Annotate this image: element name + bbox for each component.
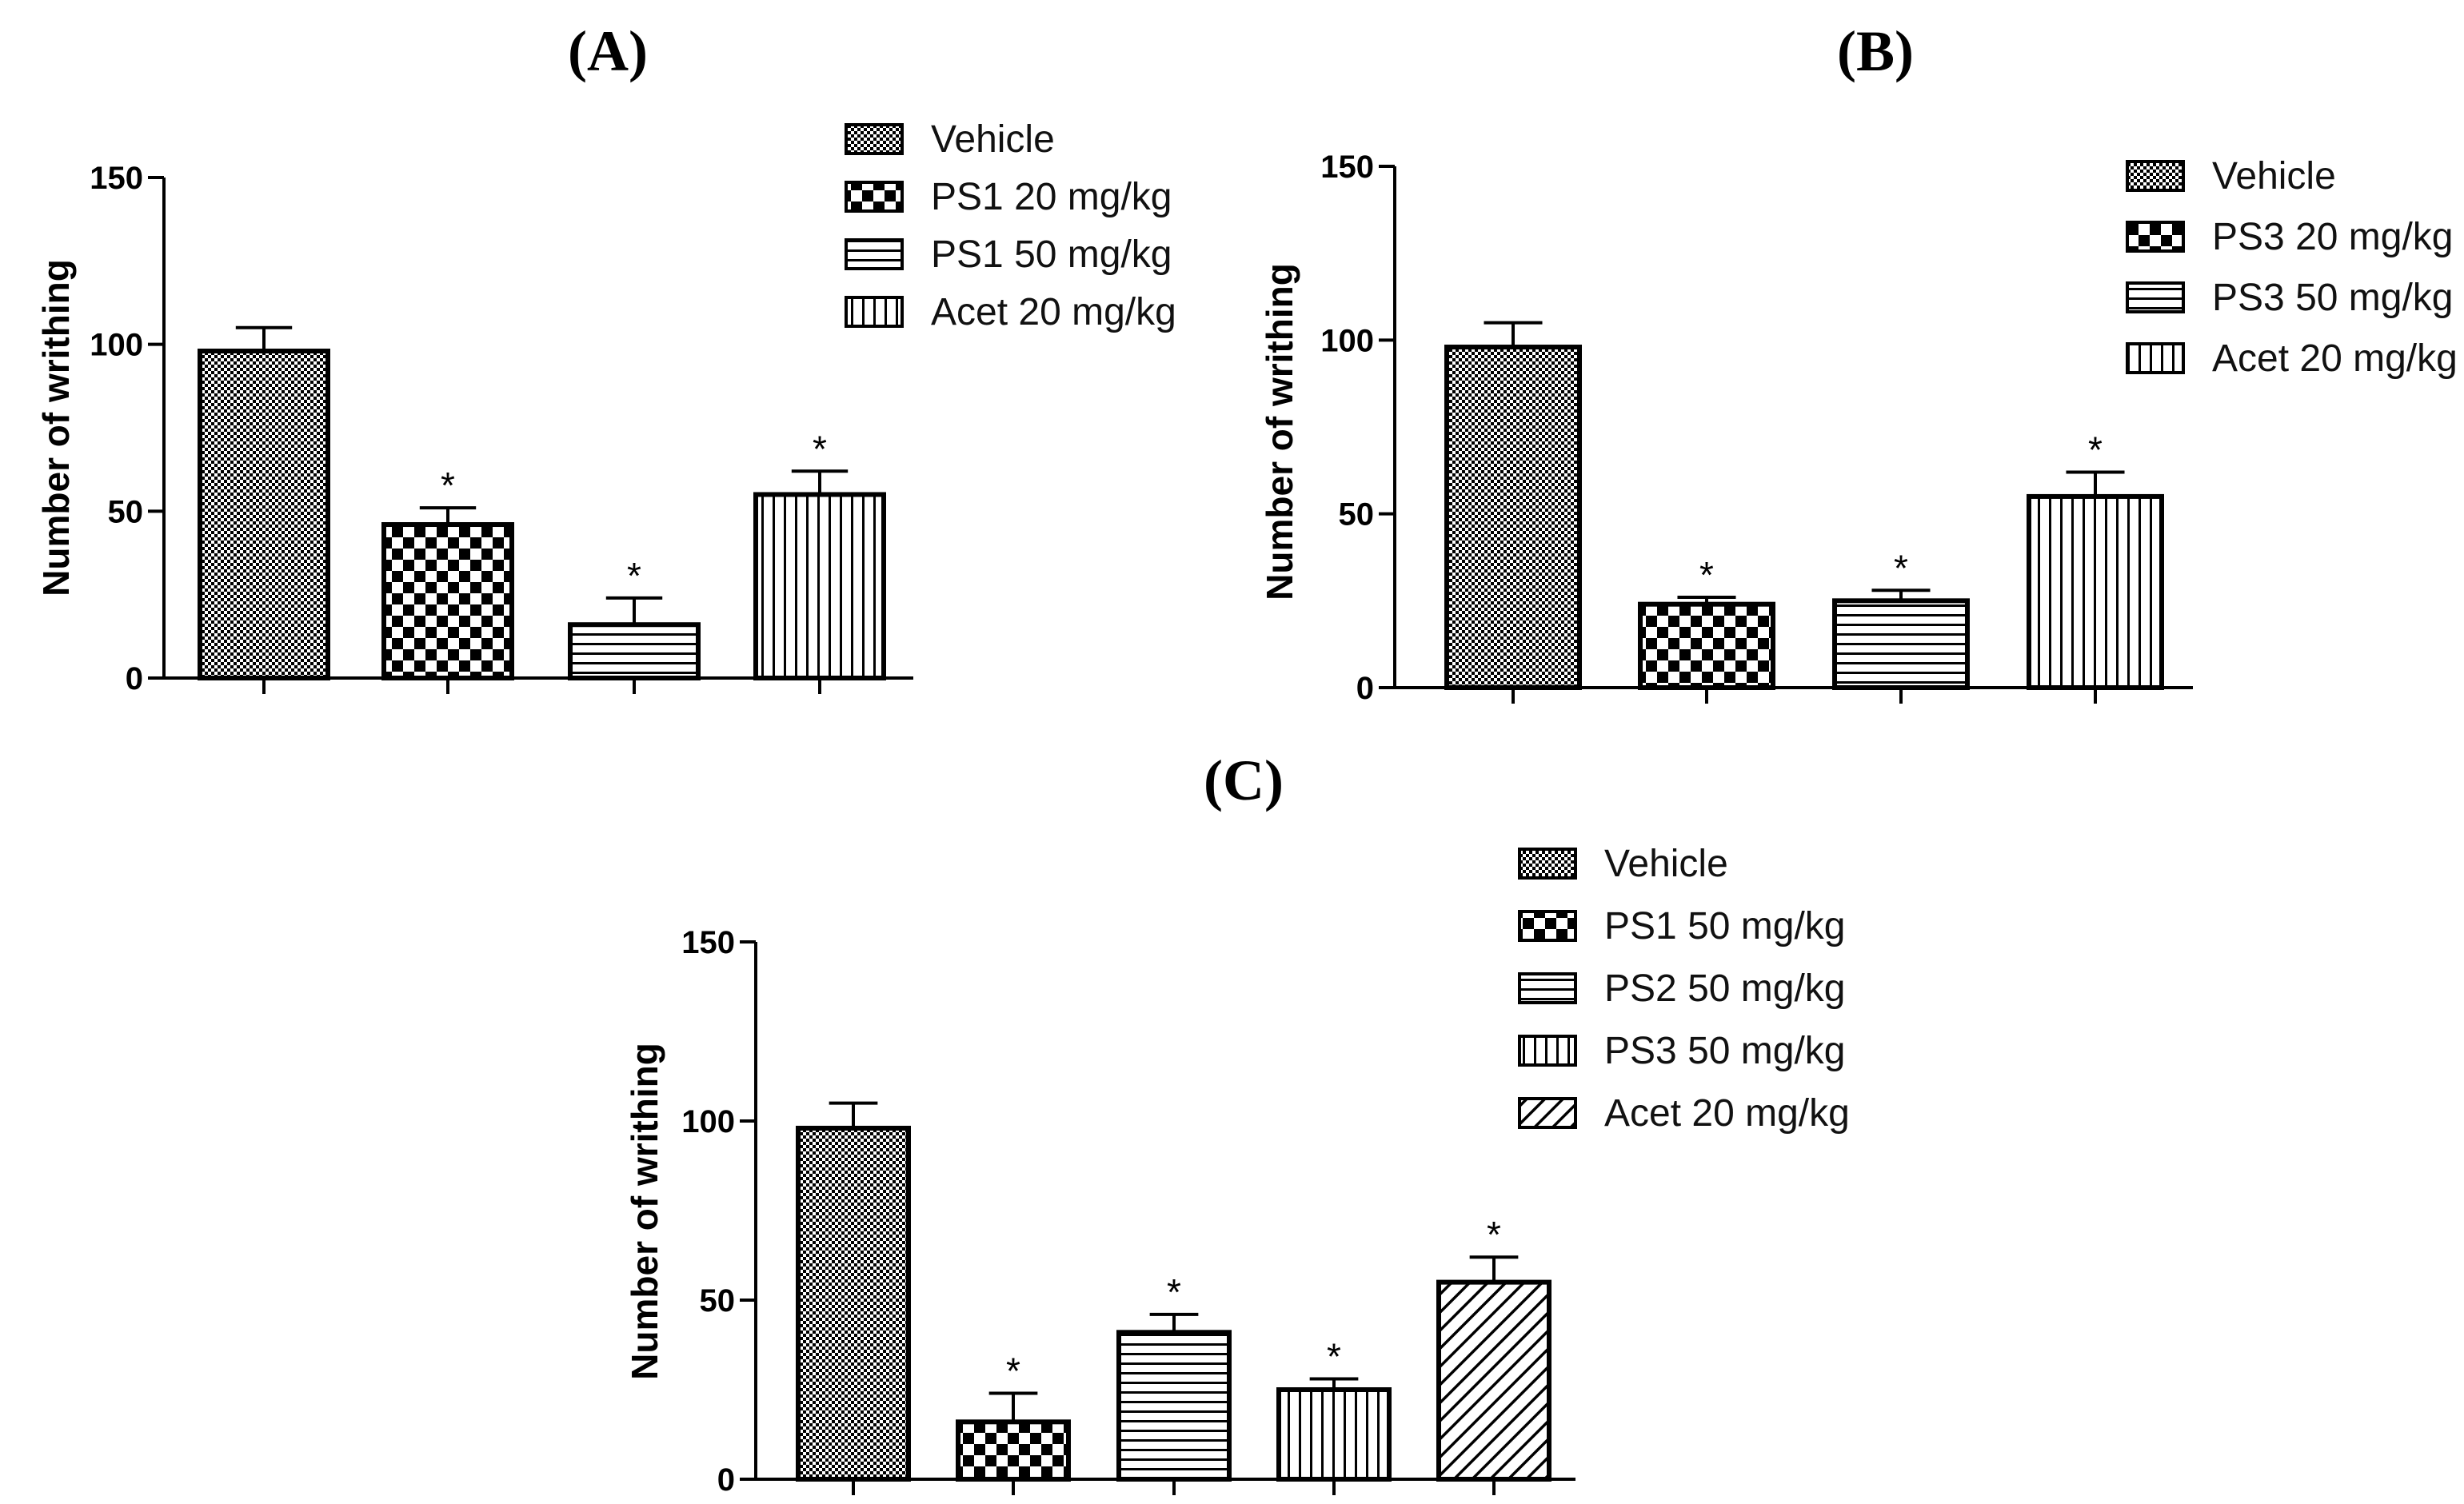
bar-ps1-20-mg-kg [381,522,514,680]
legend-swatch [2126,342,2185,374]
significance-marker: * [441,465,455,506]
panel-c: (C) Number of writhing 0 50 100 150 * * * * Ve… [624,748,1850,1498]
legend-label: Acet 20 mg/kg [1604,1092,1850,1135]
legend: Vehicle PS3 20 mg/kg PS3 50 mg/kg Acet 20 m… [2126,155,2458,380]
y-tick-label: 100 [1320,323,1374,358]
legend-label: PS1 50 mg/kg [931,233,1172,276]
legend-swatch [1518,1035,1577,1067]
y-tick-label: 150 [1320,150,1374,185]
legend: Vehicle PS1 50 mg/kg PS2 50 mg/kg PS3 50 mg… [1518,843,1850,1135]
bars: * * * * [796,1101,1551,1495]
bar-acet-20-mg-kg [753,492,886,681]
bars: * * * [198,325,886,694]
y-axis-title: Number of writhing [624,1043,665,1380]
y-tick-label: 100 [90,328,143,363]
bar-ps1-50-mg-kg [568,622,701,681]
y-tick-label: 0 [126,661,143,696]
significance-marker: * [1006,1350,1020,1391]
legend-label: PS2 50 mg/kg [1604,967,1846,1010]
panel-label: (A) [568,19,648,83]
significance-marker: * [1167,1271,1181,1313]
legend-label: Vehicle [931,118,1055,161]
legend-label: PS3 50 mg/kg [2212,277,2454,319]
legend-label: PS1 50 mg/kg [1604,905,1846,947]
legend-swatch [845,238,904,270]
panel-label: (C) [1204,748,1284,812]
legend-label: Vehicle [2212,155,2336,197]
panel-a: (A) Number of writhing 0 50 100 150 * * * Veh… [35,19,1176,696]
significance-marker: * [1487,1214,1501,1255]
bar-ps3-50-mg-kg [1832,598,1970,690]
legend-swatch [1518,848,1577,880]
legend-label: PS3 20 mg/kg [2212,216,2454,258]
bar-vehicle [796,1125,911,1482]
y-tick-label: 50 [700,1283,736,1318]
y-tick-label: 0 [1356,671,1374,706]
legend-swatch [845,181,904,213]
panel-b: (B) Number of writhing 0 50 100 150 * * * Veh… [1259,19,2458,706]
legend-swatch [845,296,904,328]
y-tick-label: 100 [681,1104,735,1139]
significance-marker: * [813,428,827,469]
legend-swatch [1518,910,1577,942]
legend-label: PS3 50 mg/kg [1604,1030,1846,1072]
significance-marker: * [627,555,641,596]
bars: * * * [1444,321,2164,704]
legend-swatch [2126,281,2185,313]
bar-acet-20-mg-kg [2027,493,2164,691]
bar-vehicle [198,349,330,680]
legend-label: Acet 20 mg/kg [931,291,1176,333]
legend-swatch [1518,1097,1577,1129]
significance-marker: * [1327,1336,1341,1378]
legend-label: Vehicle [1604,843,1728,885]
y-axis-title: Number of writhing [1259,263,1300,600]
legend-swatch [845,123,904,155]
legend-swatch [2126,221,2185,253]
y-tick-label: 150 [90,161,143,196]
legend-label: PS1 20 mg/kg [931,176,1172,218]
significance-marker: * [1699,554,1714,596]
legend-swatch [2126,160,2185,192]
legend-swatch [1518,972,1577,1004]
y-tick-label: 0 [717,1462,735,1498]
legend-label: Acet 20 mg/kg [2212,337,2458,380]
y-axis-title: Number of writhing [35,259,77,596]
legend: Vehicle PS1 20 mg/kg PS1 50 mg/kg Acet 20 m… [845,118,1176,333]
y-tick-label: 50 [108,494,144,529]
bar-ps1-50-mg-kg [956,1419,1071,1482]
panel-label: (B) [1837,19,1914,83]
bar-ps2-50-mg-kg [1116,1330,1232,1482]
bar-acet-20-mg-kg [1436,1279,1551,1482]
bar-ps3-50-mg-kg [1276,1387,1392,1482]
significance-marker: * [1894,547,1908,588]
y-tick-label: 50 [1339,497,1375,533]
bar-vehicle [1444,345,1582,690]
significance-marker: * [2088,429,2103,471]
y-tick-label: 150 [681,925,735,960]
bar-ps3-20-mg-kg [1638,601,1775,690]
